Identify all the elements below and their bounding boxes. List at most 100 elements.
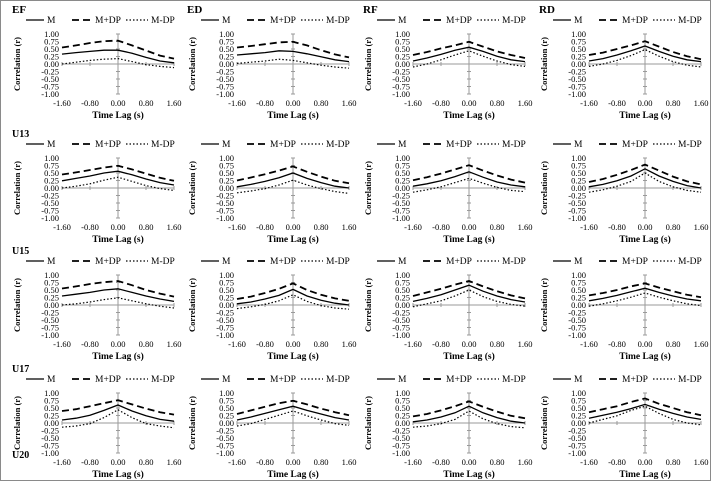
x-tick-label: 1.60 <box>167 339 182 349</box>
x-tick-label: 0.80 <box>490 222 505 232</box>
x-tick-label: -0.80 <box>432 339 450 349</box>
row-label-u15: U15 <box>12 246 29 257</box>
legend-label-mminusdp: M-DP <box>326 375 350 385</box>
series-line-mplusdp-u17-rf <box>412 280 526 300</box>
legend-label-m: M <box>47 140 56 150</box>
y-tick-label: 0.00 <box>219 418 234 428</box>
y-tick-label: -1.00 <box>568 213 586 223</box>
x-tick-label: -0.80 <box>256 222 274 232</box>
y-tick-label: -0.75 <box>392 206 410 216</box>
series-line-m-u20-ef <box>61 404 175 422</box>
legend-label-mminusdp: M-DP <box>678 257 702 267</box>
y-tick-label: -0.75 <box>41 82 59 92</box>
legend-label-mplusdp: M+DP <box>446 375 472 385</box>
x-tick-label: 1.60 <box>694 98 709 108</box>
y-tick-label: -0.50 <box>392 74 410 84</box>
series-line-mminusdp-u20-rd <box>588 405 702 426</box>
x-tick-label: 0.80 <box>139 98 154 108</box>
x-tick-label: 0.80 <box>490 457 505 467</box>
x-axis-title: Time Lag (s) <box>267 351 319 362</box>
x-tick-label: 0.80 <box>314 98 329 108</box>
y-axis-title: Correlation (r) <box>12 396 22 450</box>
y-tick-label: 0.00 <box>219 59 234 69</box>
y-tick-label: -0.50 <box>392 198 410 208</box>
x-tick-label: -1.60 <box>580 98 598 108</box>
y-tick-label: -1.00 <box>392 213 410 223</box>
y-axis-title: Correlation (r) <box>539 161 549 215</box>
legend-label-mplusdp: M+DP <box>446 257 472 267</box>
legend-label-mplusdp: M+DP <box>95 140 121 150</box>
y-tick-label: -0.75 <box>216 323 234 333</box>
x-tick-label: -0.80 <box>256 98 274 108</box>
y-tick-label: 0.00 <box>395 418 410 428</box>
legend-label-mminusdp: M-DP <box>151 375 175 385</box>
series-line-m-u13-rd <box>588 45 702 63</box>
y-tick-label: 0.25 <box>44 293 59 303</box>
y-tick-label: -0.50 <box>216 74 234 84</box>
x-axis-title: Time Lag (s) <box>92 110 144 121</box>
y-tick-label: 0.50 <box>571 44 586 54</box>
y-tick-label: 1.00 <box>219 29 234 39</box>
series-line-m-u15-ed <box>236 172 350 189</box>
y-tick-label: 0.00 <box>571 300 586 310</box>
y-tick-label: 1.00 <box>395 29 410 39</box>
series-line-mminusdp-u15-rf <box>412 177 526 193</box>
y-tick-label: 0.75 <box>571 396 586 406</box>
y-tick-label: 0.25 <box>44 176 59 186</box>
y-tick-label: 0.25 <box>219 176 234 186</box>
legend-label-mminusdp: M-DP <box>151 257 175 267</box>
y-tick-label: 0.25 <box>395 411 410 421</box>
series-line-mplusdp-u13-ed <box>236 40 350 59</box>
y-tick-label: -0.25 <box>216 426 234 436</box>
y-tick-label: 0.00 <box>571 183 586 193</box>
y-tick-label: 0.00 <box>395 183 410 193</box>
x-tick-label: -1.60 <box>53 98 71 108</box>
y-tick-label: -1.00 <box>216 330 234 340</box>
x-tick-label: 0.00 <box>286 339 301 349</box>
x-tick-label: 0.00 <box>111 339 126 349</box>
series-line-m-u17-ed <box>236 288 350 306</box>
y-tick-label: 1.00 <box>571 29 586 39</box>
y-tick-label: -0.75 <box>216 441 234 451</box>
y-tick-label: 0.75 <box>395 161 410 171</box>
series-line-mplusdp-u15-rf <box>412 164 526 184</box>
legend-label-mminusdp: M-DP <box>678 140 702 150</box>
legend-label-mminusdp: M-DP <box>326 140 350 150</box>
y-tick-label: -0.75 <box>568 82 586 92</box>
y-tick-label: 0.00 <box>44 418 59 428</box>
y-tick-label: 1.00 <box>395 388 410 398</box>
y-tick-label: 1.00 <box>44 153 59 163</box>
y-tick-label: -0.50 <box>216 433 234 443</box>
y-tick-label: -1.00 <box>568 89 586 99</box>
y-tick-label: 1.00 <box>44 270 59 280</box>
y-tick-label: 0.50 <box>44 44 59 54</box>
y-tick-label: 0.75 <box>395 278 410 288</box>
y-tick-label: 0.75 <box>395 396 410 406</box>
y-tick-label: 0.25 <box>571 293 586 303</box>
series-line-mplusdp-u13-rf <box>412 40 526 59</box>
legend-label-m: M <box>398 257 407 267</box>
y-tick-label: 0.75 <box>219 278 234 288</box>
legend-label-m: M <box>222 257 231 267</box>
x-axis-title: Time Lag (s) <box>92 351 144 362</box>
y-tick-label: -1.00 <box>41 213 59 223</box>
y-tick-label: 0.50 <box>395 44 410 54</box>
x-tick-label: 1.60 <box>694 457 709 467</box>
x-tick-label: 0.80 <box>666 339 681 349</box>
y-tick-label: 0.25 <box>219 52 234 62</box>
x-axis-title: Time Lag (s) <box>619 234 671 245</box>
y-tick-label: 0.50 <box>44 168 59 178</box>
y-tick-label: 0.00 <box>44 300 59 310</box>
series-line-mplusdp-u15-rd <box>588 163 702 186</box>
y-tick-label: -0.25 <box>392 308 410 318</box>
series-line-mplusdp-u15-ef <box>61 164 175 182</box>
y-tick-label: -0.25 <box>568 191 586 201</box>
x-tick-label: 0.80 <box>314 339 329 349</box>
y-tick-label: 0.00 <box>571 418 586 428</box>
x-tick-label: 0.00 <box>638 222 653 232</box>
y-tick-label: -1.00 <box>216 89 234 99</box>
x-tick-label: -1.60 <box>53 457 71 467</box>
y-tick-label: -0.25 <box>216 191 234 201</box>
x-tick-label: 0.00 <box>462 98 477 108</box>
